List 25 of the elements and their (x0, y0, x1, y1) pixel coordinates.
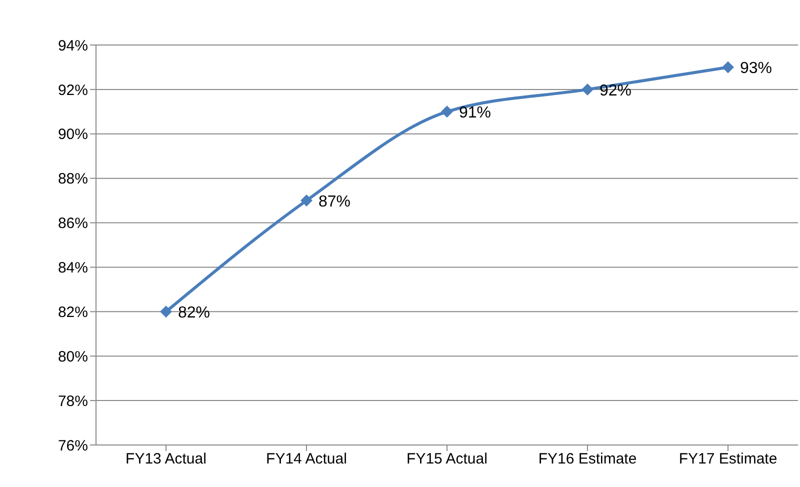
y-tick-label: 80% (58, 348, 88, 366)
y-tick-label: 82% (58, 304, 88, 321)
y-tick-label: 90% (58, 126, 88, 144)
data-label: 82% (178, 304, 210, 322)
y-tick-label: 94% (58, 37, 88, 54)
point (300, 194, 312, 207)
x-tick-label: FY14 Actual (266, 450, 347, 468)
x-tick-label: FY16 Estimate (538, 450, 637, 468)
y-tick-label: 86% (58, 215, 88, 232)
point (441, 106, 453, 118)
y-tick-label: 76% (58, 437, 88, 454)
x-tick-label: FY17 Estimate (678, 450, 778, 468)
y-tick-label: 78% (58, 392, 88, 410)
x-tick-label: FY15 Actual (406, 450, 488, 468)
data-label: 87% (318, 194, 351, 211)
point (582, 83, 594, 96)
y-tick-label: 88% (58, 170, 88, 188)
data-label: 91% (459, 104, 492, 122)
point (160, 306, 172, 318)
y-tick-label: 92% (58, 82, 88, 99)
data-label: 92% (600, 82, 632, 100)
data-label: 93% (740, 60, 772, 78)
x-tick-label: FY13 Actual (126, 450, 206, 468)
y-tick-label: 84% (58, 260, 88, 277)
point (722, 61, 734, 74)
